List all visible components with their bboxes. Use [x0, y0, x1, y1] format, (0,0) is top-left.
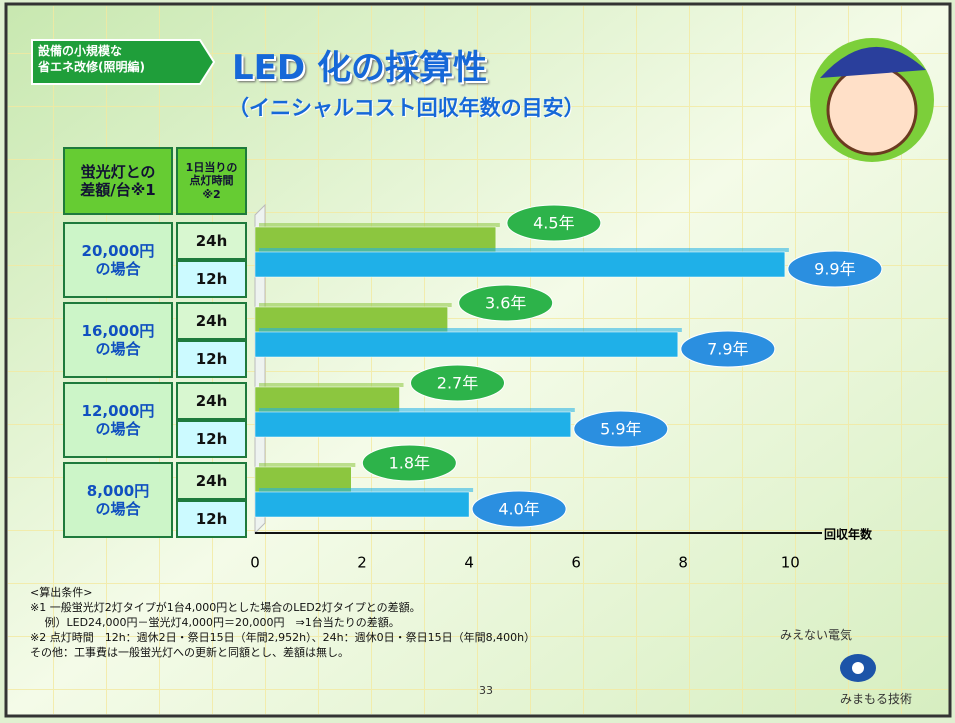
- value-label: 4.5年: [533, 214, 574, 233]
- bar: [254, 226, 497, 253]
- header-hours: 1日当りの 点灯時間 ※2: [176, 147, 247, 215]
- note-line: ※2 点灯時間 12h：週休2日・祭日15日（年間2,952h）、24h：週休0…: [30, 631, 536, 644]
- mascot-cap: [820, 46, 926, 78]
- x-tick-label: 8: [678, 554, 688, 572]
- header-diff: 蛍光灯との 差額/台※1: [63, 147, 173, 215]
- bar: [254, 331, 679, 358]
- value-label: 1.8年: [389, 454, 430, 473]
- bar: [254, 251, 786, 278]
- value-label-bubble: [471, 490, 567, 528]
- x-tick-label: 4: [464, 554, 474, 572]
- note-line: <算出条件>: [30, 586, 93, 599]
- hours-cell: 24h: [176, 222, 247, 260]
- slide-title: LED 化の採算性: [232, 48, 487, 88]
- category-cell: 16,000円 の場合: [63, 302, 173, 378]
- value-label: 4.0年: [498, 500, 539, 519]
- slide-tag: 設備の小規模な 省エネ改修(照明編): [38, 44, 145, 74]
- hours-cell: 12h: [176, 500, 247, 538]
- note-line: ※1 一般蛍光灯2灯タイプが1台4,000円とした場合のLED2灯タイプとの差額…: [30, 601, 421, 614]
- value-label-bubble: [787, 250, 883, 288]
- slide-subtitle: （イニシャルコスト回収年数の目安）: [228, 96, 585, 120]
- value-label-bubble: [680, 330, 776, 368]
- value-label-bubble: [573, 410, 669, 448]
- bar-top: [259, 383, 404, 387]
- bar: [254, 491, 470, 518]
- value-label-bubble: [506, 204, 602, 242]
- bar-top: [259, 408, 575, 412]
- note-line: その他：工事費は一般蛍光灯への更新と同額とし、差額は無し。: [30, 646, 349, 659]
- category-cell: 20,000円 の場合: [63, 222, 173, 298]
- value-label: 7.9年: [707, 340, 748, 359]
- logo-top: みえない電気: [780, 628, 853, 642]
- x-tick-label: 0: [250, 554, 260, 572]
- hours-cell: 12h: [176, 260, 247, 298]
- logo-pupil: [852, 662, 864, 674]
- note-line: 例）LED24,000円－蛍光灯4,000円＝20,000円 ⇒1台当たりの差額…: [30, 616, 400, 629]
- bar: [254, 411, 572, 438]
- value-label-bubble: [410, 364, 506, 402]
- value-label-bubble: [458, 284, 554, 322]
- bar-top: [259, 328, 682, 332]
- x-axis-label: 回収年数: [824, 527, 873, 542]
- bar-top: [259, 223, 500, 227]
- bar: [254, 466, 352, 493]
- category-cell: 12,000円 の場合: [63, 382, 173, 458]
- bar-top: [259, 488, 474, 492]
- page-number: 33: [479, 684, 493, 697]
- value-label: 5.9年: [600, 420, 641, 439]
- hours-cell: 12h: [176, 340, 247, 378]
- value-label: 2.7年: [437, 374, 478, 393]
- hours-cell: 24h: [176, 302, 247, 340]
- category-cell: 8,000円 の場合: [63, 462, 173, 538]
- bar-top: [259, 303, 452, 307]
- value-label: 9.9年: [814, 260, 855, 279]
- hours-cell: 24h: [176, 382, 247, 420]
- logo-bottom: みまもる技術: [840, 692, 913, 706]
- hours-cell: 24h: [176, 462, 247, 500]
- value-label: 3.6年: [485, 294, 526, 313]
- x-tick-label: 2: [357, 554, 367, 572]
- bar: [254, 306, 448, 333]
- tag-arrow: [31, 39, 216, 85]
- bar: [254, 386, 400, 413]
- bar-top: [259, 248, 789, 252]
- x-tick-label: 6: [571, 554, 581, 572]
- bar-top: [259, 463, 356, 467]
- hours-cell: 12h: [176, 420, 247, 458]
- value-label-bubble: [361, 444, 457, 482]
- x-tick-label: 10: [781, 554, 800, 572]
